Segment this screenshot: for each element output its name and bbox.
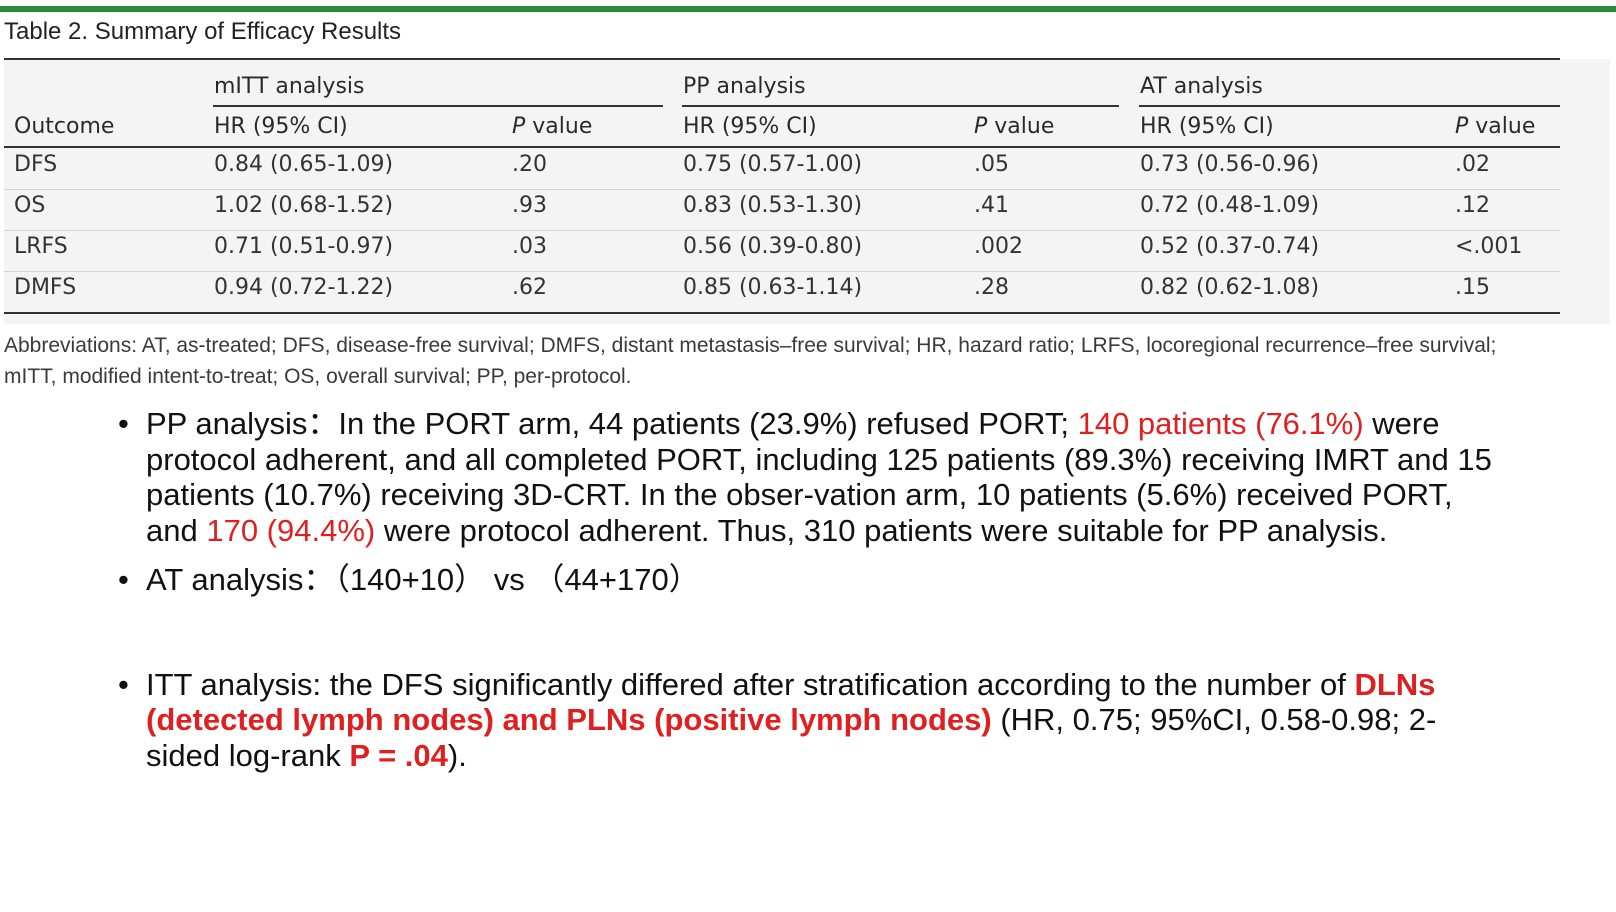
cell-pp-hr: 0.56 (0.39-0.80): [683, 234, 863, 259]
p-rest: value: [1468, 114, 1536, 139]
top-accent-bar: [0, 6, 1616, 12]
highlight-text: P = .04: [349, 737, 448, 773]
bullet-text: were protocol adherent, and all complete…: [146, 406, 1492, 548]
cell-at-hr: 0.73 (0.56-0.96): [1140, 152, 1320, 177]
p-italic: P: [1455, 114, 1469, 139]
bullet-dot: •: [118, 562, 129, 597]
cell-at-p: .12: [1455, 193, 1490, 218]
cell-at-p: <.001: [1455, 234, 1523, 259]
group-header-mitt: mITT analysis: [214, 74, 365, 99]
bullet-pp-analysis: • PP analysis：In the PORT arm, 44 patien…: [118, 406, 1498, 548]
row-divider: [4, 189, 1560, 190]
table-background: [4, 59, 1610, 324]
cell-pp-p: .002: [974, 234, 1023, 259]
at-group-rule: [1139, 105, 1560, 107]
table-bottom-rule: [4, 312, 1560, 314]
mitt-group-rule: [213, 105, 663, 107]
cell-at-p: .15: [1455, 275, 1490, 300]
bullet-dot: •: [118, 406, 129, 441]
cell-outcome: DFS: [14, 152, 58, 177]
table-top-rule: [4, 58, 1560, 60]
header-bottom-rule: [4, 146, 1560, 148]
cell-outcome: DMFS: [14, 275, 77, 300]
cell-mitt-hr: 0.84 (0.65-1.09): [214, 152, 394, 177]
cell-pp-hr: 0.75 (0.57-1.00): [683, 152, 863, 177]
highlight-text: 140 patients (76.1%): [1077, 406, 1364, 441]
column-header-pp-hr: HR (95% CI): [683, 114, 817, 139]
column-header-at-p: P value: [1455, 114, 1535, 139]
cell-at-hr: 0.82 (0.62-1.08): [1140, 275, 1320, 300]
bullet-text: were protocol adherent. Thus, 310 patien…: [375, 512, 1388, 548]
abbreviations-line: Abbreviations: AT, as-treated; DFS, dise…: [4, 334, 1497, 357]
cell-mitt-p: .03: [512, 234, 547, 259]
cell-at-p: .02: [1455, 152, 1490, 177]
cell-pp-p: .05: [974, 152, 1009, 177]
cell-pp-p: .28: [974, 275, 1009, 300]
bullet-text: AT analysis：（140+10） vs （44+170）: [146, 562, 700, 597]
cell-mitt-hr: 1.02 (0.68-1.52): [214, 193, 394, 218]
cell-mitt-p: .20: [512, 152, 547, 177]
bullet-list: • PP analysis：In the PORT arm, 44 patien…: [118, 406, 1498, 773]
cell-mitt-p: .62: [512, 275, 547, 300]
bullet-itt-analysis: • ITT analysis: the DFS significantly di…: [118, 667, 1498, 774]
cell-outcome: OS: [14, 193, 46, 218]
bullet-dot: •: [118, 666, 129, 702]
column-header-pp-p: P value: [974, 114, 1054, 139]
column-header-outcome: Outcome: [14, 114, 115, 139]
column-header-mitt-hr: HR (95% CI): [214, 114, 348, 139]
bullet-at-analysis: • AT analysis：（140+10） vs （44+170）: [118, 562, 1498, 598]
p-rest: value: [525, 114, 593, 139]
highlight-text: DLNs (detected lymph nodes) and PLNs (po…: [146, 666, 1436, 738]
row-divider: [4, 271, 1560, 272]
bullet-text: PP analysis：In the PORT arm, 44 patients…: [146, 406, 1078, 441]
bullet-text: (HR, 0.75; 95%CI, 0.58-0.98; 2-sided log…: [146, 702, 1437, 773]
p-italic: P: [512, 114, 526, 139]
cell-mitt-p: .93: [512, 193, 547, 218]
group-header-pp: PP analysis: [683, 74, 806, 99]
cell-mitt-hr: 0.94 (0.72-1.22): [214, 275, 394, 300]
cell-pp-hr: 0.83 (0.53-1.30): [683, 193, 863, 218]
p-rest: value: [987, 114, 1055, 139]
cell-mitt-hr: 0.71 (0.51-0.97): [214, 234, 394, 259]
bullet-text: ITT analysis: the DFS significantly diff…: [146, 666, 1355, 702]
cell-at-hr: 0.72 (0.48-1.09): [1140, 193, 1320, 218]
p-italic: P: [974, 114, 988, 139]
bullet-text: ).: [447, 737, 467, 773]
pp-group-rule: [682, 105, 1119, 107]
cell-pp-p: .41: [974, 193, 1009, 218]
cell-at-hr: 0.52 (0.37-0.74): [1140, 234, 1320, 259]
table-title: Table 2. Summary of Efficacy Results: [4, 18, 402, 45]
group-header-at: AT analysis: [1140, 74, 1263, 99]
column-header-at-hr: HR (95% CI): [1140, 114, 1274, 139]
column-header-mitt-p: P value: [512, 114, 592, 139]
cell-outcome: LRFS: [14, 234, 68, 259]
cell-pp-hr: 0.85 (0.63-1.14): [683, 275, 863, 300]
row-divider: [4, 230, 1560, 231]
highlight-text: 170 (94.4%): [206, 512, 376, 548]
abbreviations-line: mITT, modified intent-to-treat; OS, over…: [4, 365, 632, 388]
table-footnote: Abbreviations: AT, as-treated; DFS, dise…: [4, 330, 1614, 392]
